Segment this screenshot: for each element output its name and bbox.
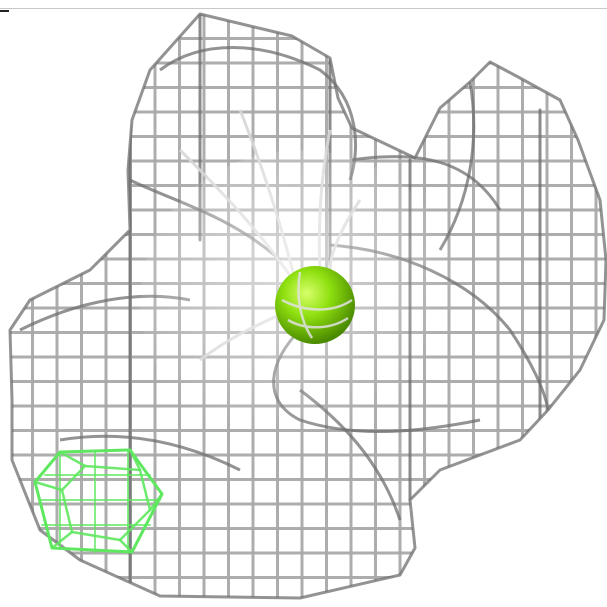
ligand-cage-edge — [50, 530, 74, 550]
viewport-top-border — [0, 8, 607, 9]
corner-tick — [0, 10, 9, 12]
mesh-contour — [59, 434, 241, 472]
mesh-over-atom — [281, 271, 353, 339]
ligand-cage-edge — [33, 480, 64, 492]
ligand-cage-edge — [148, 492, 164, 512]
mesh-contour — [8, 12, 607, 600]
ligand-cage-edge — [118, 538, 134, 554]
mesh-contour — [159, 46, 358, 181]
ligand-cage[interactable] — [33, 448, 164, 554]
mesh-contour — [351, 155, 502, 211]
metal-atom[interactable] — [275, 266, 355, 344]
ligand-cage-edge — [128, 448, 142, 472]
mesh-contour — [438, 81, 476, 251]
ligand-cage-edge — [58, 450, 87, 468]
